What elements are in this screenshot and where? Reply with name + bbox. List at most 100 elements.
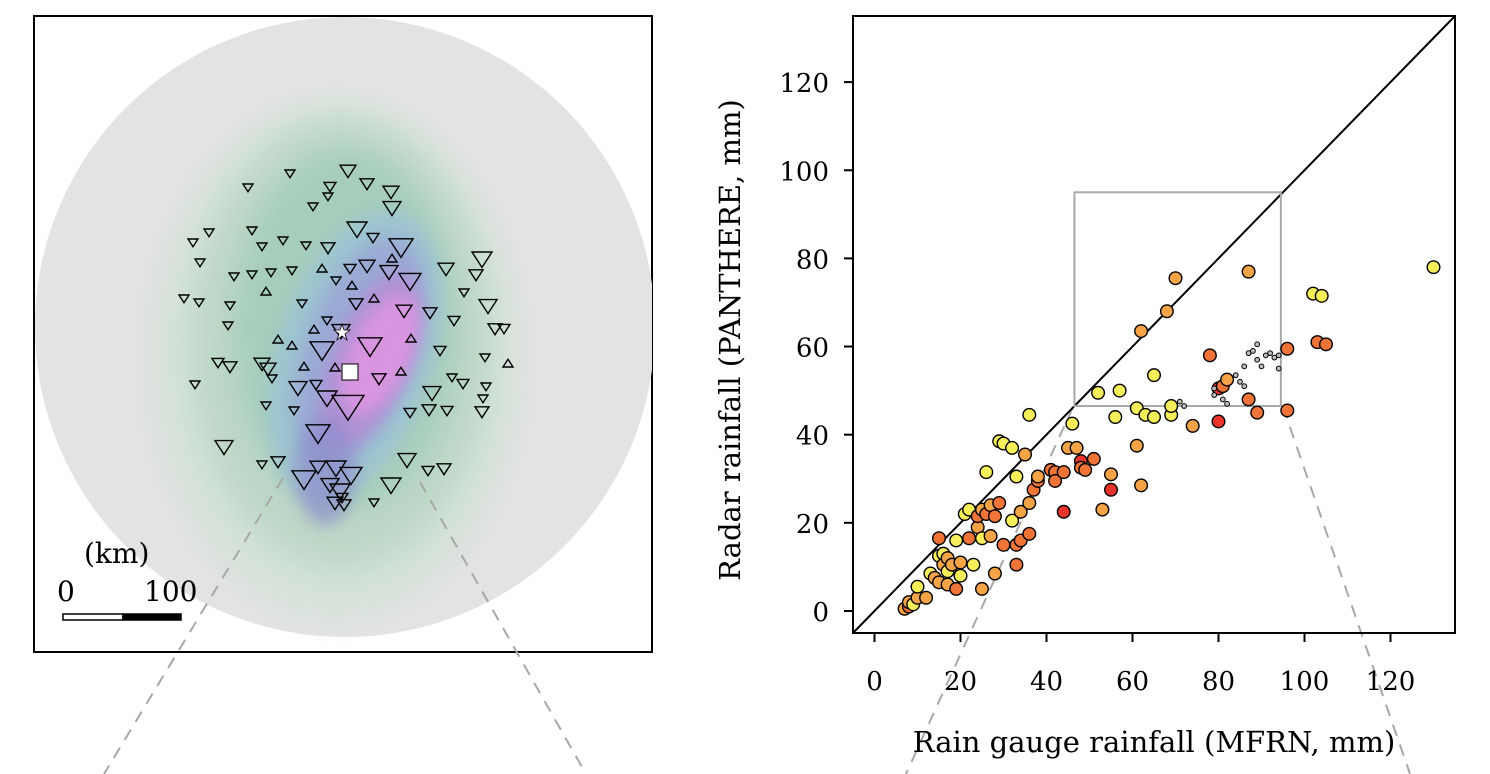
station-marker-triangle-down <box>227 272 241 283</box>
station-marker-triangle-down <box>329 276 343 287</box>
small-data-point <box>1250 348 1256 354</box>
station-marker-triangle-down <box>290 470 318 491</box>
scale-bar: (km) 0 100 <box>57 537 197 621</box>
small-data-point <box>1211 385 1218 392</box>
y-axis-title: Radar rainfall (PANTHERE, mm) <box>713 99 747 581</box>
station-marker-triangle-down <box>330 394 366 422</box>
radar-site-star <box>332 322 352 342</box>
small-data-point <box>1232 372 1239 379</box>
data-point <box>1426 260 1441 275</box>
station-marker-triangle-up <box>285 339 299 350</box>
chart-connector-left <box>905 406 1074 774</box>
data-point <box>1103 467 1118 482</box>
station-marker-triangle-up <box>501 357 515 368</box>
station-marker-triangle-down <box>396 452 418 469</box>
small-data-point <box>1237 378 1243 385</box>
data-point <box>1168 271 1183 286</box>
station-marker-triangle-down <box>477 298 499 315</box>
rainfall-field <box>150 100 520 620</box>
station-marker-triangle-down <box>378 264 400 281</box>
small-data-point <box>1262 352 1269 359</box>
station-marker-triangle-down <box>394 304 414 319</box>
station-marker-triangle-down <box>177 294 191 305</box>
station-marker-triangle-down <box>338 164 358 179</box>
station-marker-triangle-up <box>404 332 418 343</box>
scale-bar-black-segment <box>122 613 182 621</box>
station-marker-triangle-down <box>306 202 320 213</box>
y-axis-ticks: 0 20 40 60 80 100 120 <box>779 69 853 628</box>
data-point <box>1159 304 1174 319</box>
data-point <box>1103 482 1118 497</box>
station-marker-triangle-up <box>259 285 273 296</box>
small-data-point <box>1224 400 1230 407</box>
station-marker-triangle-down <box>186 238 200 249</box>
station-marker-triangle-down <box>365 232 381 244</box>
data-point <box>1013 504 1028 519</box>
station-marker-triangle-down <box>192 298 206 309</box>
x-tick-label: 20 <box>944 667 977 697</box>
y-tick-label: 0 <box>812 598 829 628</box>
x-tick-label: 100 <box>1280 667 1330 697</box>
station-marker-triangle-down <box>357 259 377 274</box>
data-point <box>949 581 964 596</box>
data-point <box>1129 438 1144 453</box>
data-point <box>1314 288 1329 303</box>
data-point <box>992 495 1007 510</box>
small-data-point <box>1271 354 1278 361</box>
data-point <box>1065 416 1080 431</box>
data-point <box>1005 440 1020 455</box>
data-point <box>1280 403 1295 418</box>
small-data-point <box>1219 396 1226 403</box>
scatter-panel: 0 20 40 60 80 100 120 0 20 40 60 80 100 120 Rain gau… <box>713 15 1456 759</box>
station-marker-triangle-down <box>387 238 415 259</box>
station-marker-triangle-down <box>241 183 255 194</box>
data-point <box>1146 410 1161 425</box>
data-point <box>987 509 1002 524</box>
station-marker-triangle-down <box>379 477 403 495</box>
station-marker-triangle-down <box>328 483 352 501</box>
small-data-point <box>1241 363 1248 370</box>
data-point <box>949 533 964 548</box>
data-point <box>1146 368 1161 383</box>
data-point <box>1134 324 1149 339</box>
station-marker-triangle-down <box>255 242 269 253</box>
station-marker-triangle-down <box>421 385 443 402</box>
station-marker-triangle-down <box>322 181 338 193</box>
radar-site-square <box>341 363 359 381</box>
station-marker-triangle-down <box>356 337 384 358</box>
station-marker-triangle-down <box>308 460 328 475</box>
station-marker-triangle-up <box>315 262 329 273</box>
y-tick-label: 40 <box>796 422 829 452</box>
small-data-point <box>1176 398 1183 405</box>
station-marker-triangle-down <box>188 380 202 391</box>
station-marker-triangle-down <box>338 466 364 486</box>
station-marker-triangle-down <box>213 439 235 456</box>
rain-gauge-stations <box>177 164 515 512</box>
station-marker-triangle-down <box>221 361 239 374</box>
data-point <box>1005 513 1020 528</box>
data-point <box>932 531 947 546</box>
data-point <box>1241 264 1256 279</box>
data-point <box>1056 465 1071 480</box>
data-point <box>1185 418 1200 433</box>
data-point <box>1069 440 1084 455</box>
data-point <box>975 581 990 596</box>
station-marker-triangle-down <box>479 382 493 393</box>
data-point <box>1318 337 1333 352</box>
station-marker-triangle-down <box>252 357 272 372</box>
station-marker-triangle-down <box>193 258 207 269</box>
station-marker-triangle-up <box>367 292 381 303</box>
y-tick-label: 120 <box>779 69 829 99</box>
plot-area-frame <box>852 15 1456 634</box>
scale-unit-label: (km) <box>84 537 149 570</box>
small-data-point <box>1267 350 1273 357</box>
station-marker-triangle-down <box>445 373 459 384</box>
station-marker-triangle-down <box>420 465 436 477</box>
station-marker-triangle-down <box>304 424 332 445</box>
station-marker-triangle-down <box>421 307 439 320</box>
data-point <box>1022 495 1037 510</box>
small-data-points <box>1176 341 1282 409</box>
data-point <box>1202 348 1217 363</box>
map-connector-right <box>419 481 587 774</box>
